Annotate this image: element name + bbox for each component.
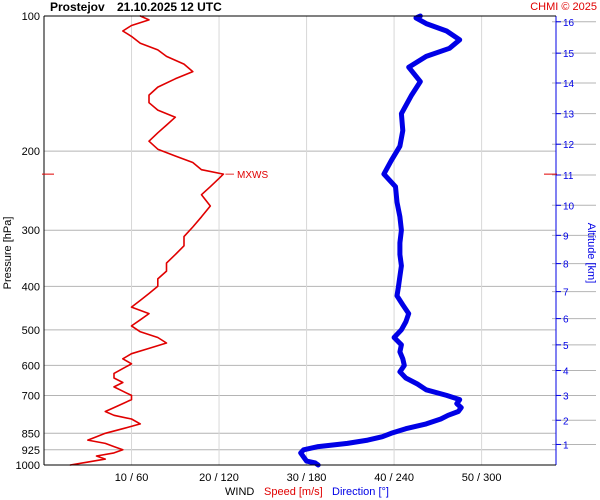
altitude-axis-label: Altitude [km] [585,223,597,284]
pressure-tick-label: 925 [22,445,40,457]
mxws-annotation: MXWS [237,170,268,181]
altitude-tick-label: 1 [563,440,569,451]
axes: 1002003004005006007008509251000123456789… [16,11,575,484]
altitude-tick-label: 11 [563,171,574,182]
credit-label: CHMI © 2025 [530,1,597,13]
altitude-tick-label: 3 [563,391,569,402]
pressure-tick-label: 700 [22,390,40,402]
pressure-tick-label: 400 [22,281,40,293]
y-axis-label: Pressure [hPa] [2,217,14,290]
wind-tick-label: 30 / 180 [287,472,327,484]
pressure-tick-label: 1000 [16,460,40,472]
speed-series [69,15,225,466]
pressure-tick-label: 100 [22,11,40,23]
altitude-tick-label: 12 [563,140,575,151]
grid [44,15,596,466]
altitude-tick-label: 14 [563,79,575,90]
altitude-tick-label: 2 [563,416,569,427]
x-axis-label-wind: WIND [225,486,254,498]
pressure-tick-label: 200 [22,146,40,158]
altitude-tick-label: 6 [563,315,569,326]
pressure-tick-label: 600 [22,360,40,372]
wind-tick-label: 50 / 300 [462,472,502,484]
altitude-tick-label: 13 [563,110,575,121]
station-title: Prostejov [50,0,105,14]
pressure-tick-label: 300 [22,225,40,237]
direction-line [298,13,464,468]
altitude-tick-label: 7 [563,288,569,299]
altitude-tick-label: 16 [563,18,575,29]
direction-series [298,13,464,468]
wind-tick-label: 20 / 120 [199,472,239,484]
altitude-tick-label: 8 [563,260,569,271]
wind-tick-label: 40 / 240 [374,472,414,484]
altitude-tick-label: 5 [563,341,569,352]
pressure-tick-label: 850 [22,428,40,440]
x-axis-label-direction: Direction [°] [332,486,389,498]
datetime-title: 21.10.2025 12 UTC [117,0,222,14]
altitude-tick-label: 10 [563,201,575,212]
pressure-tick-label: 500 [22,325,40,337]
wind-tick-label: 10 / 60 [115,472,149,484]
x-axis-label-speed: Speed [m/s] [264,486,323,498]
altitude-tick-label: 9 [563,231,569,242]
altitude-tick-label: 15 [563,49,575,60]
speed-line [69,15,225,466]
altitude-tick-label: 4 [563,367,569,378]
